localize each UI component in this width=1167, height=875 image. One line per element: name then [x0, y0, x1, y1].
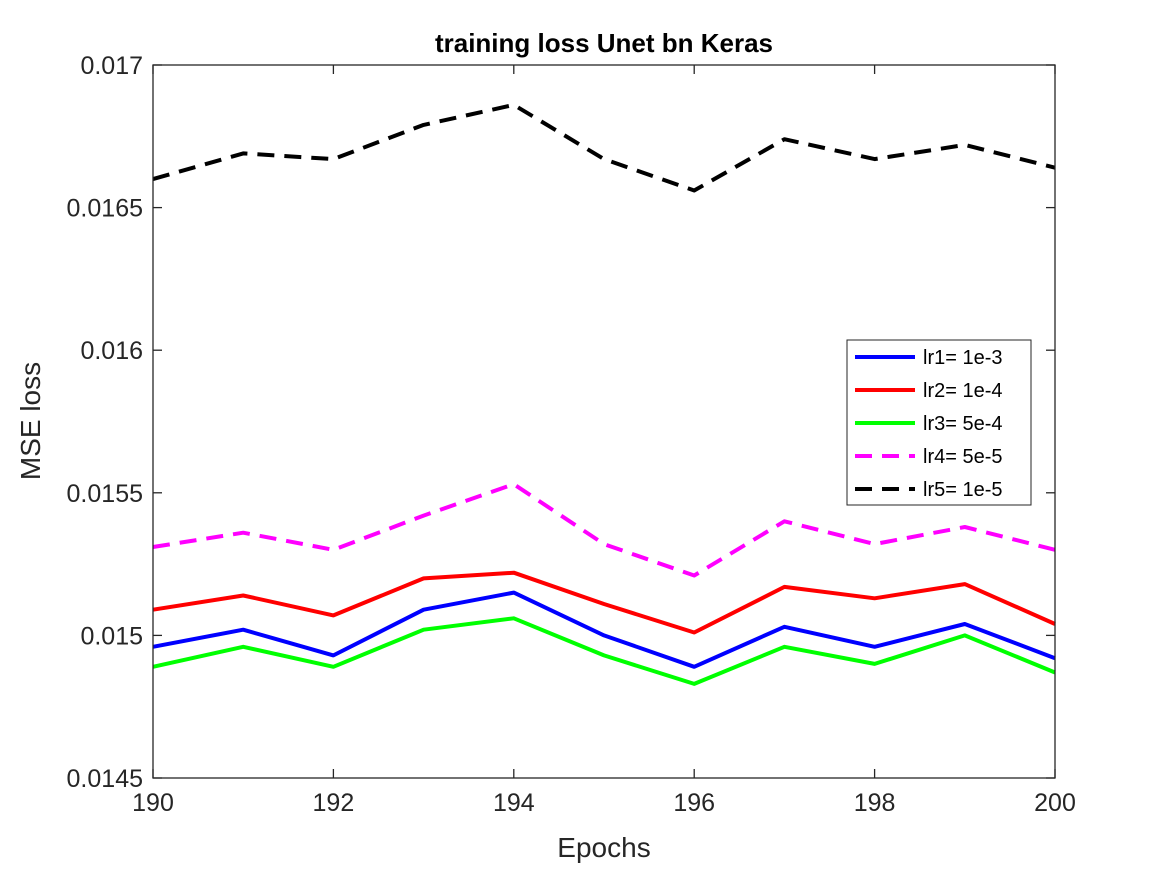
legend-label-5: lr5= 1e-5 — [923, 479, 1003, 501]
legend: lr1= 1e-3 lr2= 1e-4 lr3= 5e-4 lr4= 5e-5 lr5=… — [846, 339, 1032, 506]
x-axis-title: Epochs — [557, 832, 650, 863]
y-tick-label: 0.015 — [80, 622, 143, 650]
x-tick-label: 192 — [313, 789, 355, 817]
series-line-2 — [152, 570, 1056, 635]
x-tick-label: 200 — [1034, 789, 1076, 817]
series-line-1 — [152, 590, 1056, 669]
series-layer — [152, 102, 1056, 686]
legend-label-1: lr1= 1e-3 — [923, 347, 1003, 369]
legend-label-2: lr2= 1e-4 — [923, 380, 1003, 402]
axes-box — [152, 64, 1056, 779]
x-tick-label: 194 — [493, 789, 535, 817]
x-tick-label: 198 — [854, 789, 896, 817]
x-tick-label: 190 — [132, 789, 174, 817]
series-line-3 — [152, 616, 1056, 686]
tick-layer: 190 192 194 196 198 200 0.0145 0.015 0.0155 0.016… — [67, 52, 1076, 817]
y-tick-label: 0.017 — [80, 52, 143, 80]
y-axis-title: MSE loss — [15, 362, 46, 480]
y-tick-label: 0.0145 — [67, 765, 143, 793]
y-tick-label: 0.0165 — [67, 195, 143, 223]
chart-title: training loss Unet bn Keras — [435, 28, 773, 58]
y-tick-label: 0.016 — [80, 337, 143, 365]
x-tick-label: 196 — [673, 789, 715, 817]
legend-label-4: lr4= 5e-5 — [923, 446, 1003, 468]
y-tick-label: 0.0155 — [67, 480, 143, 508]
legend-label-3: lr3= 5e-4 — [923, 413, 1003, 435]
